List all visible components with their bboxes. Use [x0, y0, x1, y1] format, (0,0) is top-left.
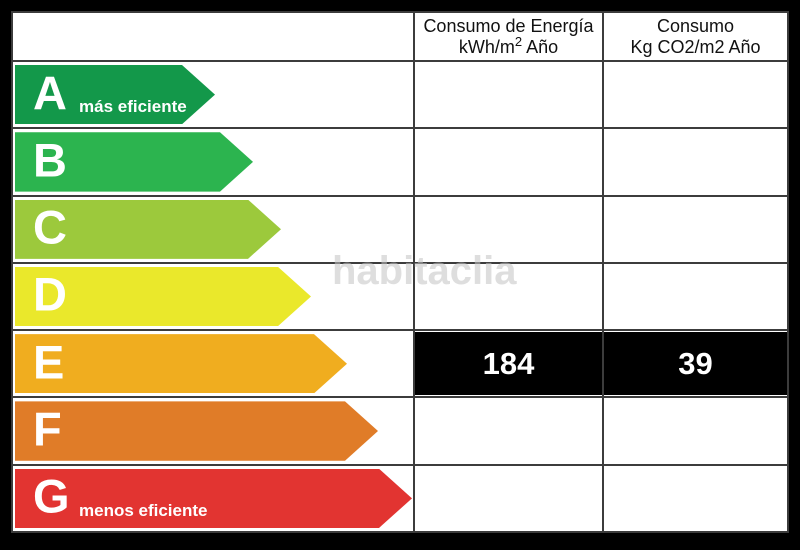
rating-letter: E [33, 335, 65, 389]
co2-header-line2: Kg CO2/m2 Año [630, 36, 761, 57]
rating-row-d: D [13, 263, 787, 330]
rating-row-c: C [13, 196, 787, 262]
rating-arrow-c: C [15, 200, 281, 259]
rating-row-a: A más eficiente [13, 62, 787, 128]
least-efficient-label: menos eficiente [79, 500, 208, 520]
superscript-2: 2 [514, 33, 523, 49]
co2-cell-a [604, 62, 787, 128]
rating-row-g: G menos eficiente [13, 465, 787, 531]
energy-cell-b [415, 129, 602, 195]
energy-cell-f [415, 398, 602, 464]
rating-row-e-assigned: E 184 39 [13, 331, 787, 397]
rating-letter: F [33, 402, 62, 456]
energy-cell-g [415, 465, 602, 531]
rating-arrow-e: E [15, 334, 347, 393]
rating-letter: G [33, 469, 70, 523]
energy-value-cell: 184 [415, 332, 602, 396]
co2-cell-b [604, 129, 787, 195]
co2-header-line1: Consumo [656, 15, 735, 36]
rating-row-b: B [13, 129, 787, 195]
co2-cell-d [604, 263, 787, 330]
rating-table: Consumo de Energía kWh/m2 Año Consumo Kg… [11, 11, 789, 533]
co2-value-cell: 39 [604, 332, 787, 396]
table-header-row: Consumo de Energía kWh/m2 Año Consumo Kg… [13, 13, 787, 60]
energy-cell-c [415, 196, 602, 262]
co2-cell-g [604, 465, 787, 531]
rating-letter: D [33, 268, 67, 322]
rating-letter: A [33, 66, 67, 120]
column-header-co2: Consumo Kg CO2/m2 Año [604, 13, 787, 60]
rating-arrow-g: G menos eficiente [15, 469, 412, 528]
rating-letter: B [33, 133, 67, 187]
column-header-energy: Consumo de Energía kWh/m2 Año [415, 13, 602, 60]
rating-arrow-d: D [15, 267, 311, 326]
co2-cell-c [604, 196, 787, 262]
co2-cell-f [604, 398, 787, 464]
most-efficient-label: más eficiente [79, 97, 187, 117]
rating-arrow-f: F [15, 401, 378, 460]
energy-header-line2: kWh/m2 Año [458, 33, 559, 57]
energy-header-line1: Consumo de Energía [423, 15, 594, 36]
rating-arrow-a: A más eficiente [15, 65, 215, 124]
header-empty-cell [13, 13, 413, 60]
energy-cell-d [415, 263, 602, 330]
rating-letter: C [33, 200, 67, 254]
rating-row-f: F [13, 398, 787, 464]
energy-cell-a [415, 62, 602, 128]
rating-arrow-b: B [15, 132, 253, 191]
